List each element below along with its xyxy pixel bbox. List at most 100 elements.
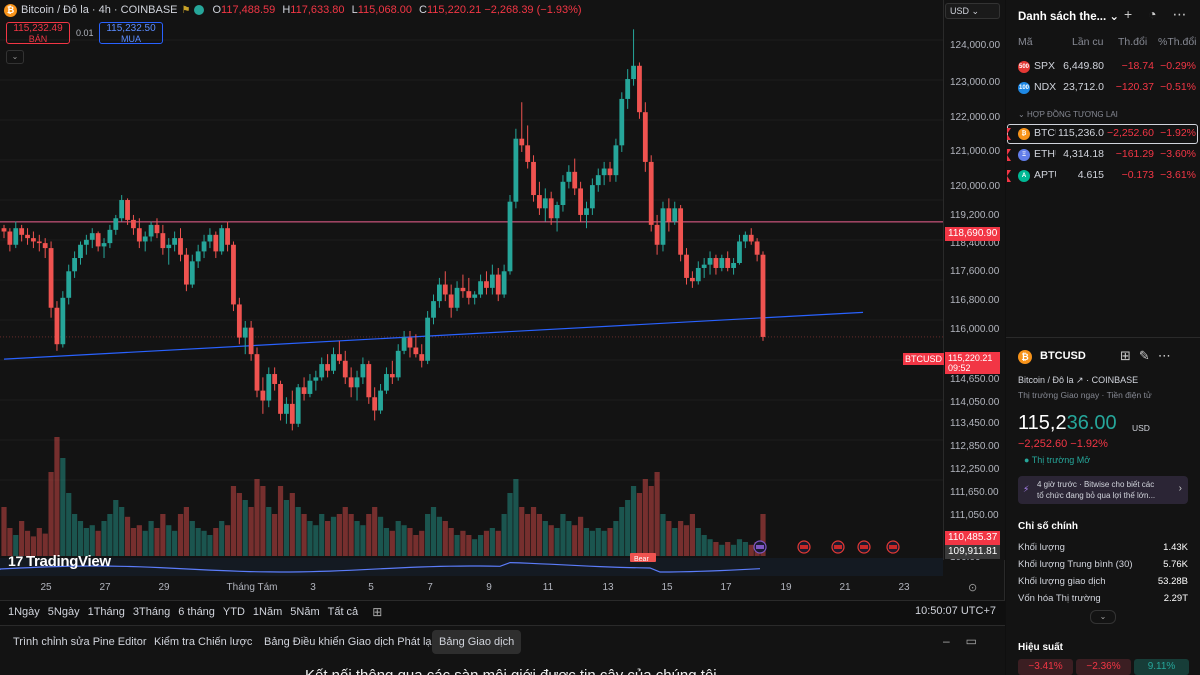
time-axis[interactable]: 25 27 29 Tháng Tám 3 5 7 9 11 13 15 17 19 21 23 bbox=[0, 578, 943, 598]
tab-trading-panel[interactable]: Bảng Giao dịch bbox=[432, 630, 522, 654]
calendar-icon[interactable]: ⊞ bbox=[372, 604, 383, 619]
range-1d[interactable]: 1Ngày bbox=[8, 605, 40, 618]
candle-body bbox=[389, 374, 395, 378]
gear-icon[interactable]: ⊙ bbox=[968, 582, 978, 594]
candle-body bbox=[654, 224, 660, 245]
volume-bar bbox=[725, 542, 731, 556]
volume-bar bbox=[548, 525, 554, 556]
watchlist-row-btcusd[interactable]: ₿ BTCUSD 115,236.00 −2,252.60 −1.92% bbox=[1006, 124, 1200, 144]
eth-icon: Ξ bbox=[1018, 149, 1030, 161]
chevron-down-icon[interactable]: ⌄ bbox=[1090, 610, 1116, 624]
sell-button[interactable]: 115,232.49 BÁN bbox=[6, 22, 70, 44]
volume-bar bbox=[254, 479, 260, 556]
range-1m[interactable]: 1Tháng bbox=[87, 605, 125, 618]
candle-body bbox=[342, 360, 348, 378]
range-6m[interactable]: 6 tháng bbox=[178, 605, 215, 618]
candle-body bbox=[266, 374, 272, 401]
clock[interactable]: 10:50:07 UTC+7 bbox=[914, 605, 996, 617]
candle-body bbox=[472, 294, 478, 298]
range-ytd[interactable]: YTD bbox=[222, 605, 245, 618]
watchlist-panel: Danh sách the... ⌄ + ◔ ⋯ Mã Lần cu Th.đổ… bbox=[1006, 0, 1200, 337]
volume-bar bbox=[183, 507, 189, 556]
volume-bar bbox=[619, 507, 625, 556]
time-tick-label: 13 bbox=[602, 582, 614, 593]
price-tick-label: 120,000.00 bbox=[950, 181, 1001, 192]
watchlist-row-aptusd[interactable]: A APTUSD 4.615 −0.173 −3.61% bbox=[1006, 166, 1200, 186]
candle-body bbox=[489, 274, 495, 288]
volume-bar bbox=[142, 530, 148, 556]
time-tick-label: 25 bbox=[40, 582, 52, 593]
trade-quantity[interactable]: 0.01 bbox=[76, 28, 94, 38]
watchlist-title[interactable]: Danh sách the... ⌄ bbox=[1018, 11, 1120, 23]
news-item[interactable]: ⚡ 4 giờ trước · Bitwise cho biết các tổ … bbox=[1018, 476, 1188, 504]
currency-select[interactable]: USD ⌄ bbox=[945, 3, 1000, 19]
volume-bar bbox=[460, 530, 466, 556]
perf-1m[interactable]: −2.36% bbox=[1076, 659, 1131, 675]
chevron-down-icon[interactable]: ⌄ bbox=[6, 50, 24, 64]
volume-bar bbox=[124, 516, 131, 556]
candle-body bbox=[131, 219, 136, 229]
price-tick-label: 116,800.00 bbox=[950, 295, 1000, 306]
chart-area[interactable]: Bear ₿ Bitcoin / Đô la · 4h · COINBASE ⚑… bbox=[0, 0, 1005, 600]
detail-exchange[interactable]: Bitcoin / Đô la ↗ · COINBASE bbox=[1018, 375, 1139, 385]
candle-body bbox=[395, 350, 401, 378]
watchlist-row-ethusd[interactable]: Ξ ETHUSD 4,314.18 −161.29 −3.60% bbox=[1006, 145, 1200, 165]
panel-controls[interactable]: –▭ bbox=[943, 634, 993, 648]
detail-symbol[interactable]: BTCUSD bbox=[1040, 350, 1086, 362]
volume-bar bbox=[683, 525, 690, 556]
range-5d[interactable]: 5Ngày bbox=[47, 605, 80, 618]
candle-body bbox=[231, 244, 236, 305]
price-tick-label: 116,000.00 bbox=[950, 324, 1000, 335]
volume-bar bbox=[742, 542, 748, 556]
range-5y[interactable]: 5Năm bbox=[290, 605, 320, 618]
watchlist-row-ndx[interactable]: 100 NDX 23,712.0 −120.37 −0.51% bbox=[1018, 81, 1196, 94]
volume-bar bbox=[589, 530, 595, 556]
candle-body bbox=[36, 241, 42, 244]
tab-strategy-tester[interactable]: Kiểm tra Chiến lược bbox=[154, 636, 253, 648]
candle-body bbox=[431, 301, 436, 318]
tab-replay-trading[interactable]: Bảng Điều khiển Giao dịch Phát lại bbox=[264, 636, 434, 648]
candle-body bbox=[248, 327, 254, 355]
detail-actions[interactable]: ⊞✎⋯ bbox=[1120, 348, 1179, 364]
candle-body bbox=[42, 243, 48, 249]
perf-1w[interactable]: −3.41% bbox=[1018, 659, 1073, 675]
candle-body bbox=[407, 337, 413, 348]
volume-bar bbox=[1, 507, 7, 556]
more-icon: ⋯ bbox=[1157, 348, 1179, 363]
volume-bar bbox=[760, 514, 766, 556]
volume-bar bbox=[230, 486, 237, 556]
candle-body bbox=[572, 171, 578, 189]
ndx-icon: 100 bbox=[1018, 82, 1030, 94]
candle-body bbox=[701, 264, 707, 268]
range-all[interactable]: Tất cả bbox=[327, 605, 359, 618]
flag-icon[interactable]: ⚑ bbox=[181, 4, 191, 16]
candle-body bbox=[225, 228, 230, 245]
volume-bar bbox=[430, 507, 437, 556]
range-3m[interactable]: 3Tháng bbox=[132, 605, 171, 618]
tab-pine-editor[interactable]: Trình chỉnh sửa Pine Editor bbox=[13, 636, 147, 648]
buy-button[interactable]: 115,232.50 MUA bbox=[99, 22, 163, 44]
price-tick-label: 113,450.00 bbox=[950, 418, 1000, 429]
volume-bar bbox=[413, 535, 419, 556]
candle-body bbox=[737, 241, 742, 263]
symbol-detail-panel: ₿ BTCUSD ⊞✎⋯ Bitcoin / Đô la ↗ · COINBAS… bbox=[1006, 337, 1200, 675]
candle-body bbox=[495, 274, 501, 295]
watchlist-row-spx[interactable]: 500 SPX 6,449.80 −18.74 −0.29% bbox=[1018, 60, 1196, 73]
symbol-title[interactable]: Bitcoin / Đô la · 4h · COINBASE bbox=[21, 4, 178, 16]
volume-bar bbox=[360, 525, 366, 556]
candle-body bbox=[295, 387, 301, 424]
volume-bar bbox=[66, 493, 72, 556]
candlestick-chart[interactable]: Bear bbox=[0, 0, 943, 578]
edit-icon: ✎ bbox=[1138, 348, 1158, 363]
watchlist-actions[interactable]: + ◔ ⋯ bbox=[1106, 6, 1186, 23]
range-1y[interactable]: 1Năm bbox=[252, 605, 283, 618]
time-tick-label: 27 bbox=[99, 582, 111, 593]
futures-section-header[interactable]: ⌄ HỢP ĐỒNG TƯƠNG LAI bbox=[1018, 110, 1118, 119]
price-tick-label: 124,000.00 bbox=[950, 40, 1001, 51]
time-tick-label: 19 bbox=[780, 582, 792, 593]
price-axis[interactable]: 124,000.00 123,000.00 122,000.00 121,000.00… bbox=[943, 0, 1005, 563]
candle-body bbox=[542, 198, 548, 209]
ohlc-values: O117,488.59 H117,633.80 L115,068.00 C115… bbox=[212, 4, 582, 16]
candle-body bbox=[513, 138, 519, 202]
perf-3m[interactable]: 9.11% bbox=[1134, 659, 1189, 675]
